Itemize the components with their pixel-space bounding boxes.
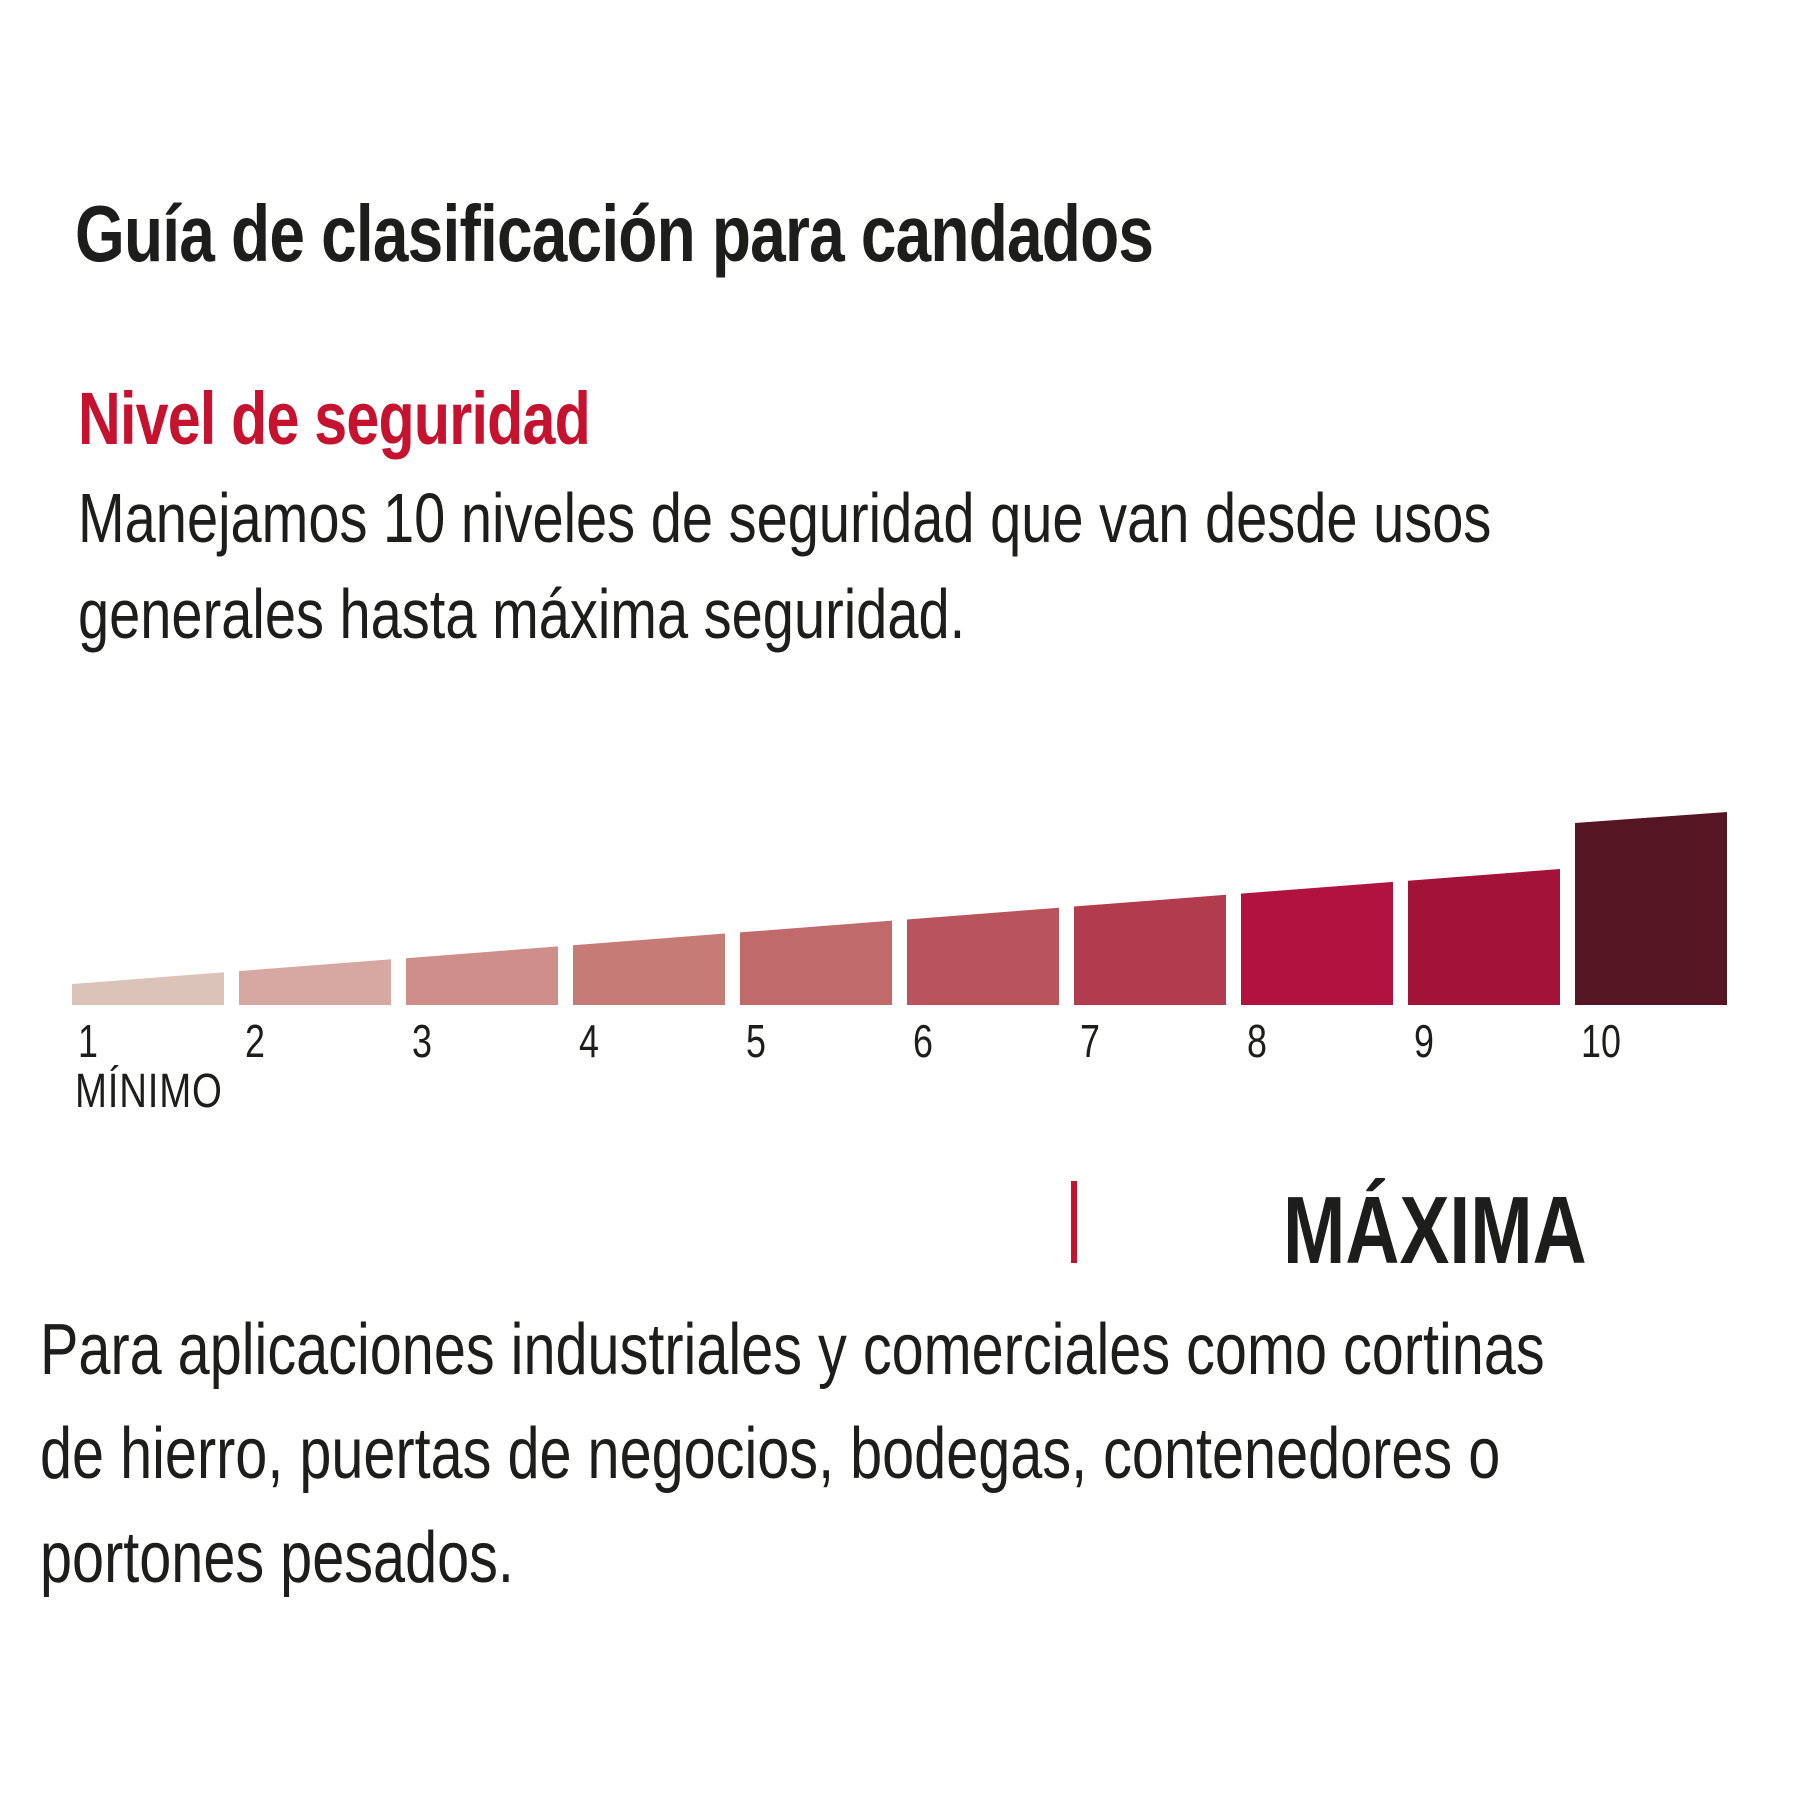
footer-line-3: portones pesados. [40,1518,514,1598]
security-level-bar-3 [406,946,558,1005]
security-level-bar-1 [72,972,224,1005]
security-level-bar-8 [1241,881,1393,1005]
page-title: Guía de clasificación para candados [75,189,1154,278]
bar-label-7: 7 [1080,1015,1100,1067]
footer-line-2: de hierro, puertas de negocios, bodegas,… [40,1414,1501,1494]
bar-label-5: 5 [746,1015,766,1067]
bar-labels: 1 2 3 4 5 6 7 8 9 10 [0,1014,1800,1074]
bar-label-1: 1 [78,1015,98,1067]
bar-label-4: 4 [579,1015,599,1067]
security-level-bar-2 [239,959,391,1005]
security-level-bar-4 [573,933,725,1005]
bar-label-3: 3 [412,1015,432,1067]
intro-line-1: Manejamos 10 niveles de seguridad que va… [78,479,1492,557]
footer-line-1: Para aplicaciones industriales y comerci… [40,1310,1545,1390]
maxima-tick-mark [1071,1181,1077,1263]
bar-label-9: 9 [1414,1015,1434,1067]
footer-paragraph: Para aplicaciones industriales y comerci… [40,1298,1545,1610]
security-level-bar-10 [1575,812,1727,1005]
security-level-bar-7 [1074,894,1226,1005]
security-level-bar-9 [1408,869,1560,1005]
security-level-chart [72,812,1727,1005]
security-level-bar-6 [907,907,1059,1005]
minimo-label: MÍNIMO [75,1065,223,1118]
bar-label-8: 8 [1247,1015,1267,1067]
section-heading: Nivel de seguridad [78,377,591,460]
bar-label-2: 2 [245,1015,265,1067]
intro-line-2: generales hasta máxima seguridad. [78,575,966,653]
maxima-label: MÁXIMA [1283,1177,1587,1284]
bar-label-10: 10 [1581,1015,1621,1067]
bar-label-6: 6 [913,1015,933,1067]
security-level-bar-5 [740,920,892,1005]
intro-paragraph: Manejamos 10 niveles de seguridad que va… [78,470,1491,662]
